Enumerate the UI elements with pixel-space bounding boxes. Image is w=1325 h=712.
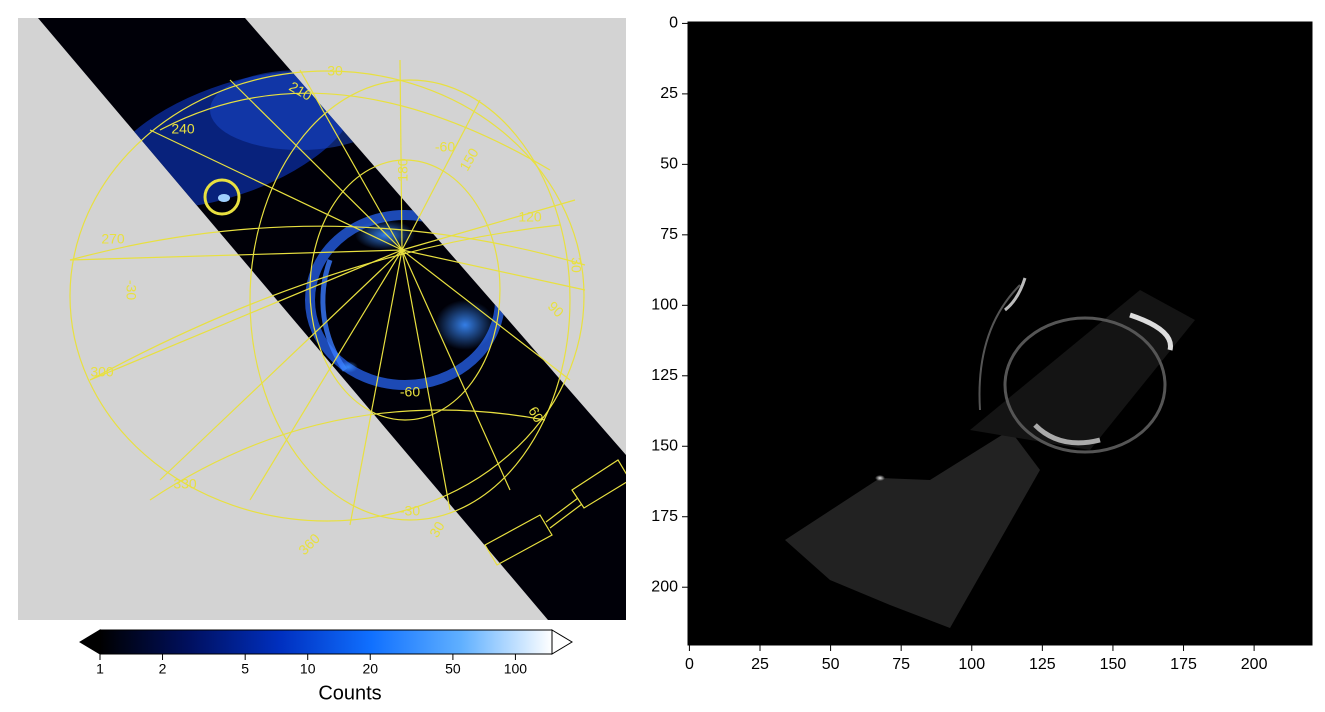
- colorbar-tick-label: 2: [159, 661, 167, 677]
- y-tick-label: 0: [669, 15, 678, 32]
- colorbar-tick-label: 5: [241, 661, 249, 677]
- grid-label: -30: [400, 503, 420, 519]
- grid-label: -60: [435, 139, 455, 155]
- grid-label: 30: [568, 257, 584, 273]
- grid-label: 300: [90, 364, 114, 380]
- x-tick-label: 175: [1170, 656, 1197, 673]
- grid-label: 270: [101, 231, 125, 247]
- x-tick-label: 0: [685, 656, 694, 673]
- grid-label: 240: [171, 121, 195, 137]
- x-tick-label: 75: [892, 656, 910, 673]
- colorbar-extend-high: [551, 629, 573, 655]
- colorbar-extend-low: [79, 629, 101, 655]
- colorbar-label: Counts: [318, 682, 381, 704]
- grayscale-image: [687, 21, 1313, 646]
- grid-label: -60: [400, 384, 420, 400]
- grid-label: 60: [525, 404, 547, 426]
- grid-label: 30: [426, 518, 448, 540]
- x-tick-label: 150: [1100, 656, 1127, 673]
- polar-image: [18, 18, 626, 620]
- colorbar-tick-label: 100: [504, 661, 528, 677]
- y-tick-label: 175: [651, 508, 678, 525]
- image-axes: 0 25 50 75 100 125 150 175 200 0 25 50 75 100 125 150 17…: [651, 15, 1313, 673]
- axes-frame: [687, 21, 1313, 646]
- x-tick-label: 25: [751, 656, 769, 673]
- x-tick-label: 50: [822, 656, 840, 673]
- y-tick-label: 50: [660, 156, 678, 173]
- y-tick-label: 150: [651, 437, 678, 454]
- y-tick-label: 25: [660, 85, 678, 102]
- y-tick-label: 125: [651, 367, 678, 384]
- y-tick-label: 100: [651, 297, 678, 314]
- x-tick-label: 100: [958, 656, 985, 673]
- x-tick-label: 125: [1029, 656, 1056, 673]
- y-tick-label: 75: [660, 226, 678, 243]
- grid-label: 120: [518, 209, 542, 225]
- colorbar-tick-label: 20: [362, 661, 378, 677]
- colorbar-tick-label: 1: [96, 661, 104, 677]
- x-tick-label: 200: [1241, 656, 1268, 673]
- colorbar-bar: [99, 629, 553, 655]
- grid-label: 30: [327, 63, 343, 79]
- y-tick-label: 200: [651, 578, 678, 595]
- colorbar-tick-label: 50: [445, 661, 461, 677]
- grid-label: 330: [173, 476, 197, 492]
- colorbar-tick-label: 10: [300, 661, 316, 677]
- grid-label: -30: [123, 280, 139, 300]
- grid-label: 180: [395, 158, 411, 182]
- colorbar: Counts 1 2 5 10 20 50 100: [79, 629, 573, 704]
